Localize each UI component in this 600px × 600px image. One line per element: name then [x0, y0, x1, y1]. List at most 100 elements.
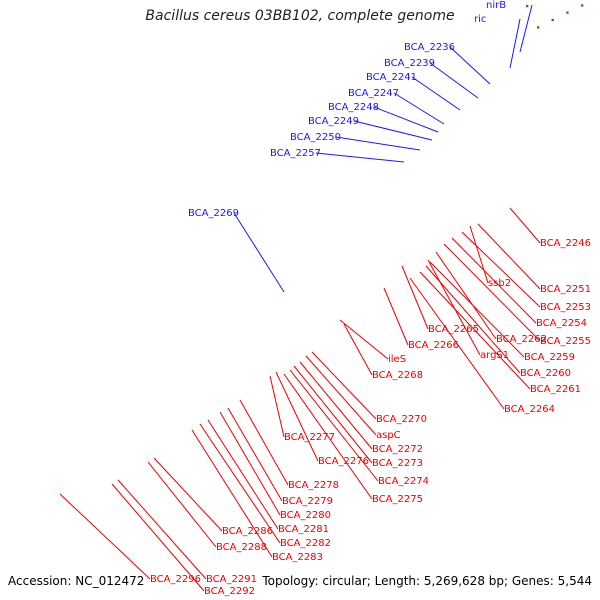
- gene-label: BCA_2259: [524, 352, 575, 363]
- leader-line: [293, 365, 373, 464]
- leader-line: [449, 46, 491, 85]
- leader-line: [153, 457, 223, 532]
- genome-summary-text: Topology: circular; Length: 5,269,628 bp…: [262, 574, 592, 588]
- leader-line: [443, 243, 541, 342]
- gene-label: BCA_2241: [366, 72, 417, 83]
- gene-label: BCA_2236: [404, 42, 455, 53]
- gene-label: BCA_2251: [540, 284, 591, 295]
- leader-line: [509, 18, 521, 69]
- gene-label: nirB: [486, 0, 506, 11]
- gene-label: BCA_2291: [206, 574, 257, 585]
- gene-label: aspC: [376, 430, 401, 441]
- gene-label: ric: [474, 14, 486, 25]
- leader-line: [373, 106, 439, 133]
- gene-label: BCA_2262: [496, 334, 547, 345]
- gene-label: BCA_2257: [270, 148, 321, 159]
- gene-label: BCA_2247: [348, 88, 399, 99]
- leader-line: [519, 4, 533, 53]
- gene-label: BCA_2268: [372, 370, 423, 381]
- leader-line: [477, 223, 541, 290]
- gene-label: BCA_2283: [272, 552, 323, 563]
- gene-label: ileS: [388, 354, 406, 365]
- gene-label: BCA_2278: [288, 480, 339, 491]
- leader-line: [275, 371, 319, 462]
- leader-line: [315, 152, 405, 163]
- gene-label: ssb2: [488, 278, 511, 289]
- gene-label: BCA_2281: [278, 524, 329, 535]
- leader-line: [111, 483, 205, 592]
- gene-label: BCA_2282: [280, 538, 331, 549]
- gene-label: BCA_2239: [384, 58, 435, 69]
- gene-label: BCA_2286: [222, 526, 273, 537]
- leader-line: [383, 287, 409, 346]
- leader-line: [509, 207, 541, 244]
- ring-dot: [536, 26, 540, 29]
- leader-line: [305, 355, 377, 436]
- leader-line: [289, 369, 379, 482]
- ring-dot: [566, 11, 569, 14]
- leader-line: [435, 251, 497, 340]
- leader-line: [343, 323, 373, 376]
- leader-line: [191, 429, 273, 558]
- gene-label: BCA_2274: [378, 476, 429, 487]
- gene-label: BCA_2250: [290, 132, 341, 143]
- gene-label: BCA_2246: [540, 238, 591, 249]
- ring-dot: [525, 4, 529, 8]
- gene-label: BCA_2275: [372, 494, 423, 505]
- gene-label: BCA_2292: [204, 586, 255, 597]
- leader-line: [233, 212, 285, 293]
- gene-label: BCA_2280: [280, 510, 331, 521]
- leader-line: [419, 271, 531, 390]
- leader-line: [429, 62, 479, 99]
- gene-label: BCA_2277: [284, 432, 335, 443]
- accession-text: Accession: NC_012472: [8, 574, 145, 588]
- gene-label: BCA_2279: [282, 496, 333, 507]
- gene-label: BCA_2288: [216, 542, 267, 553]
- gene-label: BCA_2272: [372, 444, 423, 455]
- leader-line: [451, 237, 537, 324]
- gene-label: BCA_2260: [520, 368, 571, 379]
- ring-dot: [580, 4, 584, 7]
- ring-dot: [551, 18, 554, 22]
- gene-label: BCA_2253: [540, 302, 591, 313]
- leader-line: [335, 136, 421, 151]
- leader-line: [299, 361, 373, 450]
- leader-line: [425, 265, 521, 374]
- leader-line: [283, 373, 373, 500]
- gene-label: BCA_2266: [408, 340, 459, 351]
- gene-label: BCA_2296: [150, 574, 201, 585]
- leader-line: [199, 423, 281, 544]
- gene-label: BCA_2254: [536, 318, 587, 329]
- leader-line: [311, 351, 377, 420]
- gene-label: BCA_2264: [504, 404, 555, 415]
- leader-line: [219, 411, 281, 516]
- leader-line: [429, 261, 525, 358]
- leader-line: [227, 407, 283, 502]
- leader-line: [353, 120, 433, 141]
- gene-label: BCA_2255: [540, 336, 591, 347]
- gene-label: BCA_2269: [188, 208, 239, 219]
- gene-label: BCA_2261: [530, 384, 581, 395]
- leader-line: [117, 479, 207, 580]
- leader-line: [411, 76, 461, 111]
- leader-line: [409, 277, 505, 410]
- map-title: Bacillus cereus 03BB102, complete genome: [145, 8, 455, 24]
- gene-label: BCA_2265: [428, 324, 479, 335]
- gene-label: BCA_2276: [318, 456, 369, 467]
- gene-label: BCA_2248: [328, 102, 379, 113]
- leader-line: [469, 225, 489, 284]
- leader-line: [339, 319, 389, 360]
- leader-line: [207, 419, 279, 530]
- gene-label: argS1: [480, 350, 509, 361]
- leader-line: [59, 493, 151, 580]
- leader-line: [401, 265, 429, 330]
- leader-line: [393, 92, 445, 125]
- gene-label: BCA_2270: [376, 414, 427, 425]
- leader-line: [269, 375, 285, 438]
- leader-line: [147, 461, 217, 548]
- leader-line: [461, 231, 541, 308]
- footer: Accession: NC_012472 Topology: circular;…: [8, 574, 592, 588]
- gene-label: BCA_2249: [308, 116, 359, 127]
- leader-line: [239, 399, 289, 486]
